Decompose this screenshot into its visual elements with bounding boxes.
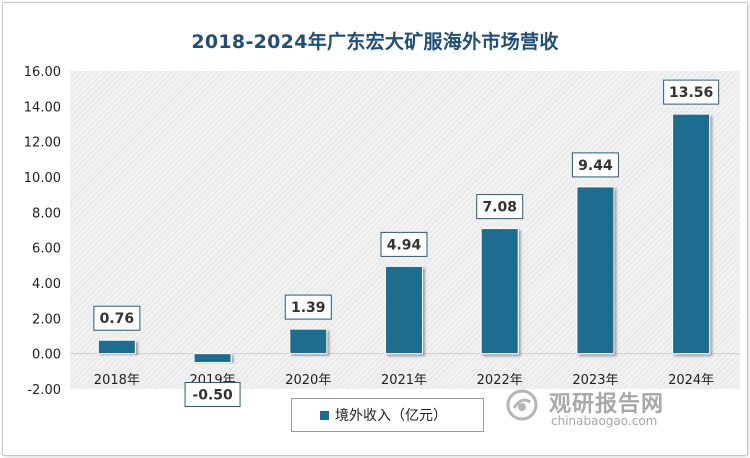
y-tick-label: 16.00 [24,65,61,80]
chinabaogao-logo-icon [506,389,538,421]
x-tick-label: 2020年 [285,373,331,388]
data-label: 13.56 [663,79,720,105]
data-label: 0.76 [93,305,141,331]
y-tick-label: 6.00 [32,242,61,257]
data-label: 1.39 [284,294,332,320]
data-label-text: 7.08 [482,200,517,216]
data-label-box [184,382,241,407]
data-label-box [476,194,524,220]
y-axis-ticks: -2.00 0.00 2.00 4.00 6.00 8.00 10.00 12.00 14.00… [24,65,61,398]
x-tick-label: 2021年 [381,373,427,388]
data-label: -0.50 [184,382,241,407]
chart-title: 2018-2024年广东宏大矿服海外市场营收 [191,31,559,53]
data-label-text: 13.56 [669,85,713,101]
y-tick-label: 10.00 [24,171,61,186]
data-label-box [380,231,428,257]
x-tick-label: 2024年 [668,373,714,388]
legend-label: 境外收入（亿元） [335,408,447,424]
data-label: 4.94 [380,231,428,257]
chart-legend: 境外收入（亿元） [291,398,484,432]
y-tick-label: 12.00 [24,136,61,151]
y-tick-label: 0.00 [32,348,61,363]
y-tick-label: 14.00 [24,100,61,115]
data-label: 7.08 [476,194,524,220]
watermark-brand: 观研报告网 [549,392,665,417]
data-label-text: 9.44 [578,158,613,174]
watermark: 观研报告网 chinabaogao.com [505,384,705,432]
bars-group [97,113,711,363]
bar [480,228,519,355]
y-tick-label: 8.00 [32,206,61,221]
bar [193,353,232,363]
data-label-text: -0.50 [192,388,233,404]
watermark-url: chinabaogao.com [551,414,658,428]
bar [672,113,711,355]
x-tick-label: 2023年 [572,373,618,388]
y-tick-label: 2.00 [32,312,61,327]
bar [385,265,423,355]
x-tick-label: 2018年 [94,373,140,388]
bar [289,328,328,355]
x-tick-label: 2022年 [477,373,523,388]
data-label-text: 1.39 [291,300,326,316]
y-tick-label: -2.00 [27,383,61,398]
legend-swatch [320,410,329,420]
data-label-box [93,305,141,331]
data-label-text: 0.76 [100,311,135,327]
bar [576,186,615,355]
bar [97,339,136,355]
data-labels-group: 0.76 -0.50 1.39 4.94 7.08 9.44 13.56 [93,79,720,407]
data-label-text: 4.94 [387,237,422,253]
data-label: 9.44 [571,152,619,178]
y-tick-label: 4.00 [32,277,61,292]
data-label-box [571,152,619,178]
data-label-box [663,79,720,105]
data-label-box [284,294,332,320]
